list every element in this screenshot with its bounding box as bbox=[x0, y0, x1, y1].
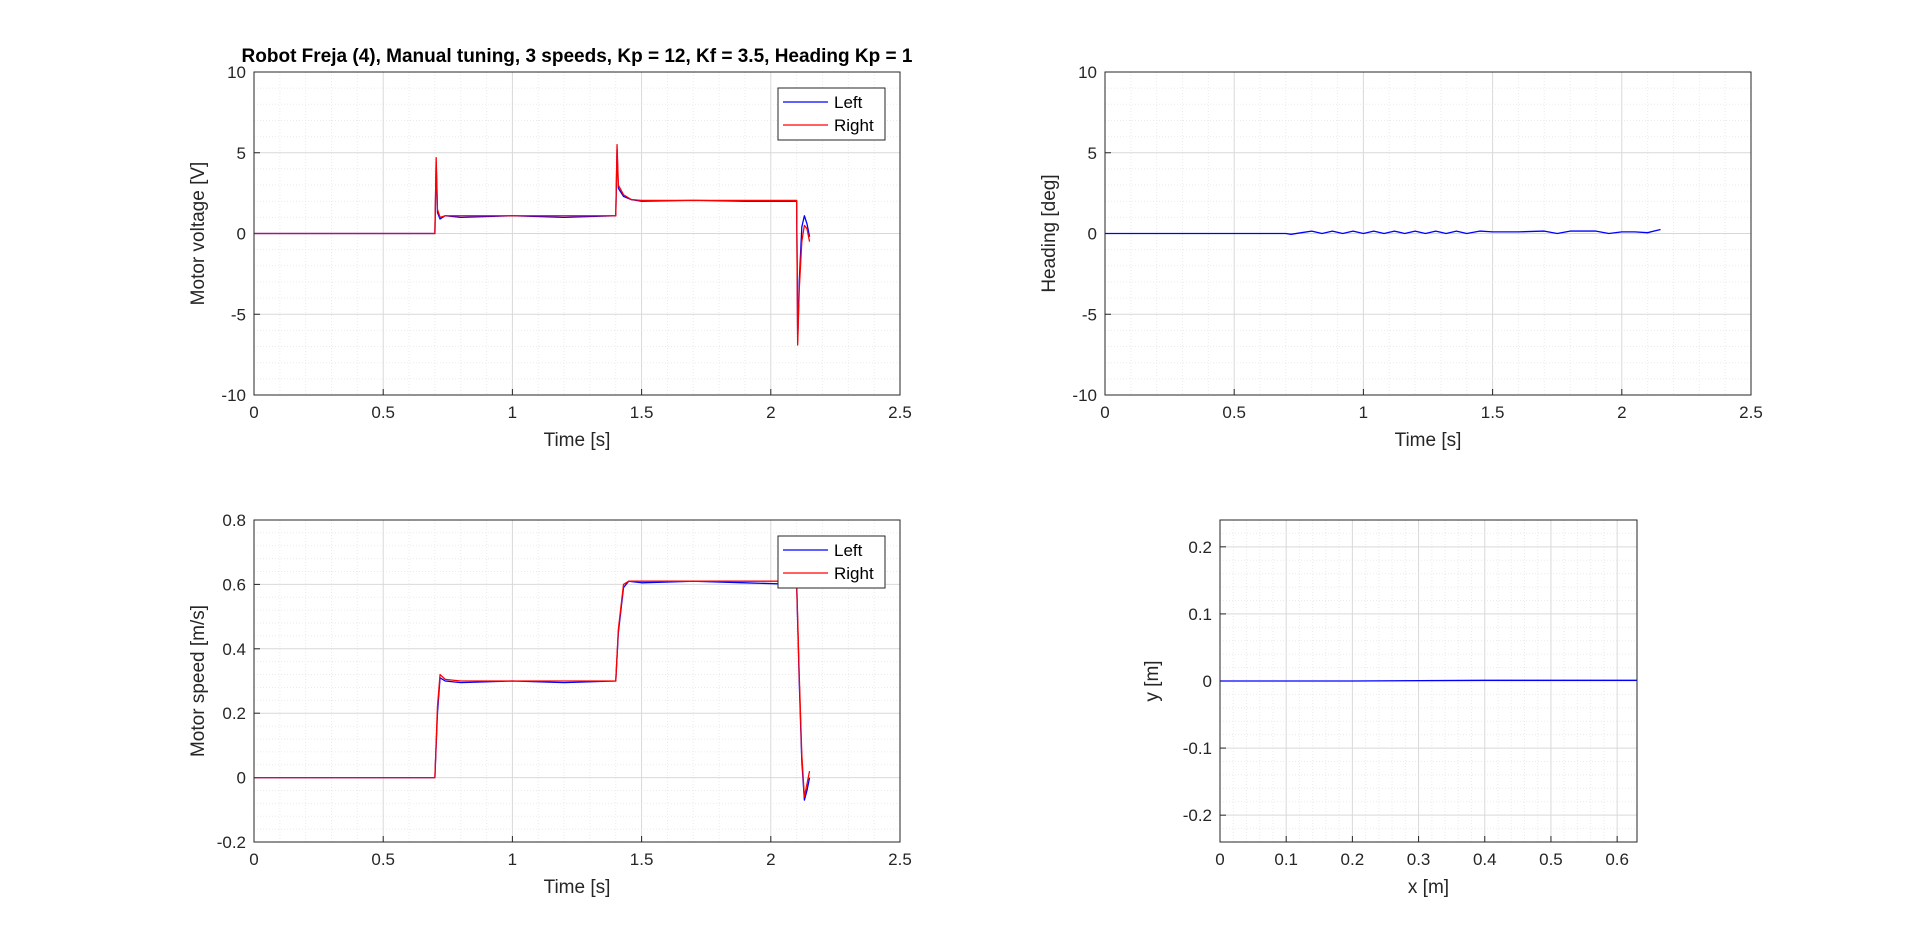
y-tick-label: -0.2 bbox=[217, 833, 246, 852]
y-tick-label: 0.2 bbox=[1188, 538, 1212, 557]
x-tick-label: 1.5 bbox=[630, 403, 654, 422]
x-tick-label: 0 bbox=[1215, 850, 1224, 869]
x-tick-label: 0.2 bbox=[1341, 850, 1365, 869]
x-tick-label: 1.5 bbox=[630, 850, 654, 869]
y-axis-label: Heading [deg] bbox=[1039, 174, 1060, 292]
y-tick-label: 0.1 bbox=[1188, 605, 1212, 624]
x-tick-label: 0 bbox=[1100, 403, 1109, 422]
series-line-right bbox=[254, 581, 810, 797]
x-tick-label: 1 bbox=[508, 403, 517, 422]
y-axis-label: Motor speed [m/s] bbox=[188, 605, 209, 757]
x-tick-label: 2 bbox=[766, 403, 775, 422]
y-tick-label: -10 bbox=[1072, 386, 1097, 405]
series-line-left bbox=[254, 581, 810, 800]
y-tick-label: -5 bbox=[231, 305, 246, 324]
y-tick-label: 5 bbox=[237, 144, 246, 163]
x-tick-label: 2.5 bbox=[888, 403, 912, 422]
series-line-0 bbox=[1220, 680, 1637, 681]
x-axis-label: Time [s] bbox=[1395, 430, 1462, 451]
x-tick-label: 0 bbox=[249, 850, 258, 869]
x-tick-label: 2.5 bbox=[888, 850, 912, 869]
y-tick-label: 0 bbox=[1203, 672, 1212, 691]
x-tick-label: 0.4 bbox=[1473, 850, 1497, 869]
x-tick-label: 0.5 bbox=[371, 403, 395, 422]
y-tick-label: -0.2 bbox=[1183, 806, 1212, 825]
series-line-left bbox=[254, 150, 810, 342]
y-tick-label: 10 bbox=[1078, 63, 1097, 82]
x-tick-label: 0.1 bbox=[1274, 850, 1298, 869]
legend: Left Right bbox=[778, 88, 885, 140]
y-tick-label: 0.8 bbox=[222, 511, 246, 530]
x-axis-label: x [m] bbox=[1408, 877, 1449, 898]
series-line-right bbox=[254, 145, 810, 345]
y-tick-label: 0 bbox=[237, 225, 246, 244]
y-axis-label: y [m] bbox=[1142, 660, 1163, 701]
x-tick-label: 2 bbox=[766, 850, 775, 869]
y-tick-label: 0.6 bbox=[222, 575, 246, 594]
x-tick-label: 1 bbox=[1359, 403, 1368, 422]
y-tick-label: 0 bbox=[1088, 225, 1097, 244]
x-tick-label: 0 bbox=[249, 403, 258, 422]
x-tick-label: 1.5 bbox=[1481, 403, 1505, 422]
x-tick-label: 0.6 bbox=[1605, 850, 1629, 869]
x-tick-label: 0.5 bbox=[1539, 850, 1563, 869]
legend-label-left: Left bbox=[834, 93, 863, 112]
axes-heading: 0 0.5 1 1.5 2 2.5 -10 -5 0 5 10 Time [s] Heading [de… bbox=[1039, 63, 1763, 451]
legend-label-right: Right bbox=[834, 564, 874, 583]
y-axis-label: Motor voltage [V] bbox=[188, 162, 209, 306]
x-tick-label: 0.3 bbox=[1407, 850, 1431, 869]
axes-trajectory: 0 0.1 0.2 0.3 0.4 0.5 0.6 -0.2 -0.1 0 0.1 0.2 x [m] y… bbox=[1142, 520, 1637, 898]
x-tick-label: 0.5 bbox=[371, 850, 395, 869]
legend-label-left: Left bbox=[834, 541, 863, 560]
y-tick-label: -0.1 bbox=[1183, 739, 1212, 758]
y-tick-label: 0.4 bbox=[222, 640, 246, 659]
chart-title: Robot Freja (4), Manual tuning, 3 speeds… bbox=[242, 46, 913, 67]
y-tick-label: -5 bbox=[1082, 305, 1097, 324]
legend-label-right: Right bbox=[834, 116, 874, 135]
y-tick-label: 0.2 bbox=[222, 704, 246, 723]
legend: Left Right bbox=[778, 536, 885, 588]
y-tick-label: 5 bbox=[1088, 144, 1097, 163]
x-tick-label: 1 bbox=[508, 850, 517, 869]
y-tick-label: -10 bbox=[221, 386, 246, 405]
x-axis-label: Time [s] bbox=[544, 877, 611, 898]
x-axis-label: Time [s] bbox=[544, 430, 611, 451]
x-tick-label: 2 bbox=[1617, 403, 1626, 422]
x-tick-label: 2.5 bbox=[1739, 403, 1763, 422]
x-tick-label: 0.5 bbox=[1222, 403, 1246, 422]
y-tick-label: 0 bbox=[237, 769, 246, 788]
